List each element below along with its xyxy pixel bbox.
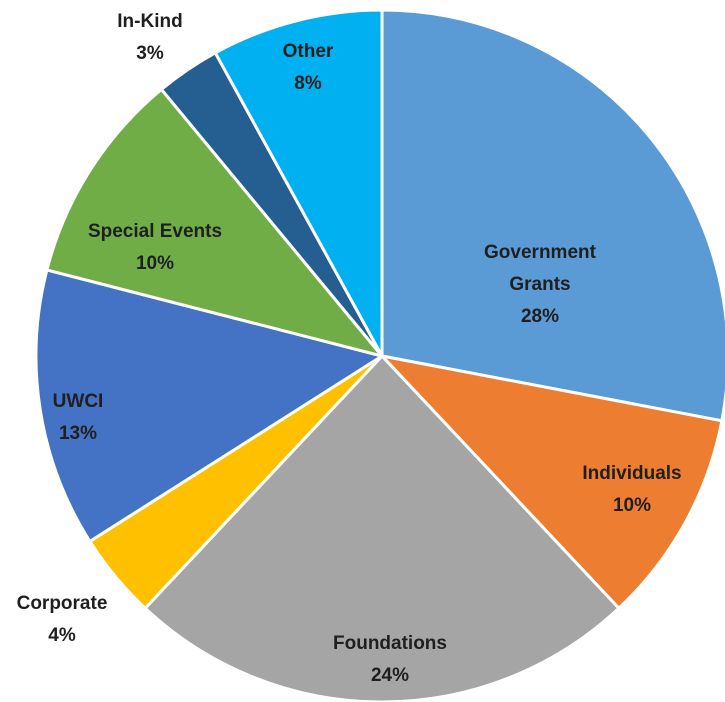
slice-name-special-events: Special Events [88,221,222,242]
slice-label-in-kind: In-Kind 3% [117,11,182,64]
pie-slices [34,8,725,702]
pie-slice-special-events [45,87,384,358]
slice-value-government-grants: 28% [521,306,559,327]
slice-name-in-kind: In-Kind [117,11,182,32]
pie-labels: Government Grants 28% Individuals 10% Foundat… [17,11,682,686]
pie-slice-uwci [34,268,384,543]
slice-name-other: Other [283,41,334,62]
slice-value-special-events: 10% [136,253,174,274]
slice-value-corporate: 4% [48,625,76,646]
slice-name-government-grants: Government [484,242,597,263]
slice-value-uwci: 13% [59,423,97,444]
slice-value-in-kind: 3% [136,43,164,64]
slice-name-government-grants: Grants [509,274,570,295]
slice-label-other: Other 8% [283,41,334,94]
pie-slice-government-grants [380,8,725,423]
slice-name-individuals: Individuals [582,463,681,484]
slice-name-uwci: UWCI [53,391,104,412]
slice-label-corporate: Corporate 4% [17,593,108,646]
slice-label-government-grants: Government Grants 28% [484,242,597,327]
slice-label-foundations: Foundations 24% [333,633,447,686]
slice-value-other: 8% [294,73,322,94]
slice-value-foundations: 24% [371,665,409,686]
slice-label-special-events: Special Events 10% [88,221,222,274]
slice-name-foundations: Foundations [333,633,447,654]
slice-name-corporate: Corporate [17,593,108,614]
pie-slice-other [213,8,384,358]
pie-slice-individuals [380,354,724,610]
slice-label-uwci: UWCI 13% [53,391,104,444]
slice-label-individuals: Individuals 10% [582,463,681,516]
slice-value-individuals: 10% [613,495,651,516]
